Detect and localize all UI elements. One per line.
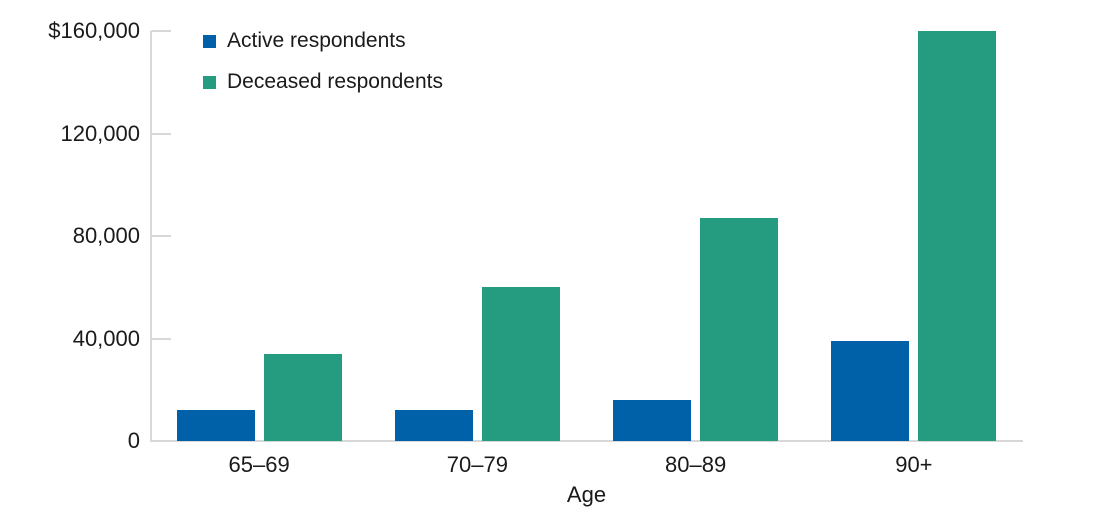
x-axis-tick-label: 65–69 xyxy=(228,452,290,477)
x-axis-line xyxy=(150,440,1023,442)
y-axis-tick-label: 0 xyxy=(127,428,140,453)
x-axis-tick-label: 90+ xyxy=(895,452,933,477)
x-axis-title: Age xyxy=(566,482,607,507)
bar-deceased-65-69 xyxy=(263,353,342,441)
bar-deceased-80-89 xyxy=(700,218,779,441)
legend-label: Active respondents xyxy=(227,29,406,52)
y-axis-tick-label: 80,000 xyxy=(72,223,140,248)
x-axis-tick-label: 80–89 xyxy=(665,452,727,477)
plot-area xyxy=(150,31,1023,441)
y-axis-tick xyxy=(151,337,171,340)
bar-active-65-69 xyxy=(176,410,255,441)
y-axis-tick xyxy=(151,132,171,135)
y-axis-tick xyxy=(151,235,171,237)
legend: Active respondents Deceased respondents xyxy=(203,27,443,109)
legend-item-active: Active respondents xyxy=(203,27,443,55)
bar-active-80-89 xyxy=(613,400,692,441)
bar-group-70-79 xyxy=(368,31,586,441)
legend-label: Deceased respondents xyxy=(227,70,443,93)
bar-group-65-69 xyxy=(150,31,368,441)
bar-group-90 xyxy=(805,31,1023,441)
legend-swatch-icon xyxy=(203,34,216,48)
bar-deceased-90 xyxy=(918,31,997,441)
y-axis-tick-label: 120,000 xyxy=(60,120,140,146)
y-axis-tick-label: $160,000 xyxy=(48,18,140,43)
y-axis-tick xyxy=(151,30,171,32)
x-axis-tick-label: 70–79 xyxy=(446,452,508,477)
x-axis-tick-labels: 65–69 70–79 80–89 90+ xyxy=(150,452,1023,478)
bar-active-70-79 xyxy=(394,410,473,441)
bar-deceased-70-79 xyxy=(481,287,560,441)
y-axis-tick-label: 40,000 xyxy=(72,325,140,351)
bar-active-90 xyxy=(831,341,910,441)
legend-swatch-icon xyxy=(203,75,216,89)
bar-group-80-89 xyxy=(587,31,805,441)
legend-item-deceased: Deceased respondents xyxy=(203,68,443,96)
